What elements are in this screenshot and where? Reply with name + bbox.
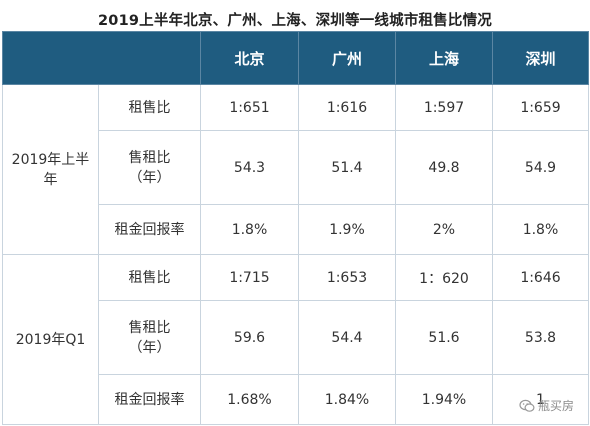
table-cell: 1:651 bbox=[200, 84, 299, 131]
header-city-shenzhen: 深圳 bbox=[492, 31, 589, 85]
table-cell: 1:659 bbox=[492, 84, 589, 131]
table-cell: 1 bbox=[492, 374, 589, 425]
table-cell: 54.4 bbox=[298, 300, 396, 375]
table-cell: 1:616 bbox=[298, 84, 396, 131]
table-cell: 1:715 bbox=[200, 254, 299, 301]
table-cell: 2% bbox=[395, 204, 493, 255]
group-label-h1: 2019年上半年 bbox=[2, 84, 99, 255]
group-label-text: 2019年上半年 bbox=[11, 151, 90, 188]
header-city-shanghai: 上海 bbox=[395, 31, 493, 85]
table-cell: 51.6 bbox=[395, 300, 493, 375]
table-row: 售租比（年） 54.3 51.4 49.8 54.9 bbox=[3, 130, 589, 205]
table-row: 售租比（年） 59.6 54.4 51.6 53.8 bbox=[3, 300, 589, 375]
table-cell: 1:597 bbox=[395, 84, 493, 131]
table-cell: 1：620 bbox=[395, 254, 493, 301]
table-cell: 1.8% bbox=[200, 204, 299, 255]
table-cell: 1:653 bbox=[298, 254, 396, 301]
watermark: 瓶买房 bbox=[519, 397, 574, 414]
table-row: 2019年Q1 租售比 1:715 1:653 1：620 1:646 bbox=[2, 254, 589, 425]
table-row: 租金回报率 1.68% 1.84% 1.94% 1 bbox=[3, 374, 589, 425]
table-cell-value: 1 bbox=[536, 391, 545, 408]
header-city-guangzhou: 广州 bbox=[298, 31, 396, 85]
watermark-text: 瓶买房 bbox=[537, 399, 574, 413]
table-cell: 1:646 bbox=[492, 254, 589, 301]
wechat-icon bbox=[519, 399, 535, 413]
rent-ratio-table: 北京 广州 上海 深圳 2019年上半年 租售比 1:651 1:616 1:5… bbox=[2, 31, 589, 425]
header-city-beijing: 北京 bbox=[200, 31, 299, 85]
table-row: 2019年上半年 租售比 1:651 1:616 1:597 1:659 bbox=[2, 84, 589, 255]
table-cell: 53.8 bbox=[492, 300, 589, 375]
metric-label: 租金回报率 bbox=[98, 204, 201, 255]
table-cell: 49.8 bbox=[395, 130, 493, 205]
table-cell: 54.9 bbox=[492, 130, 589, 205]
table-cell: 1.84% bbox=[298, 374, 396, 425]
metric-label-text: 售租比（年） bbox=[128, 319, 171, 356]
table-cell: 1.68% bbox=[200, 374, 299, 425]
table-title: 2019上半年北京、广州、上海、深圳等一线城市租售比情况 bbox=[98, 13, 492, 29]
table-cell: 59.6 bbox=[200, 300, 299, 375]
table-cell: 1.9% bbox=[298, 204, 396, 255]
table-cell: 51.4 bbox=[298, 130, 396, 205]
group-label-q1: 2019年Q1 bbox=[2, 254, 99, 425]
table-cell: 1.8% bbox=[492, 204, 589, 255]
table-cell: 1.94% bbox=[395, 374, 493, 425]
metric-label-text: 售租比（年） bbox=[128, 149, 171, 186]
metric-label: 售租比（年） bbox=[98, 300, 201, 375]
metric-label: 租售比 bbox=[98, 84, 201, 131]
header-row: 北京 广州 上海 深圳 bbox=[2, 31, 589, 85]
table-row: 租金回报率 1.8% 1.9% 2% 1.8% bbox=[3, 204, 589, 255]
header-corner bbox=[2, 31, 201, 85]
metric-label: 租售比 bbox=[98, 254, 201, 301]
metric-label: 售租比（年） bbox=[98, 130, 201, 205]
metric-label: 租金回报率 bbox=[98, 374, 201, 425]
table-cell: 54.3 bbox=[200, 130, 299, 205]
